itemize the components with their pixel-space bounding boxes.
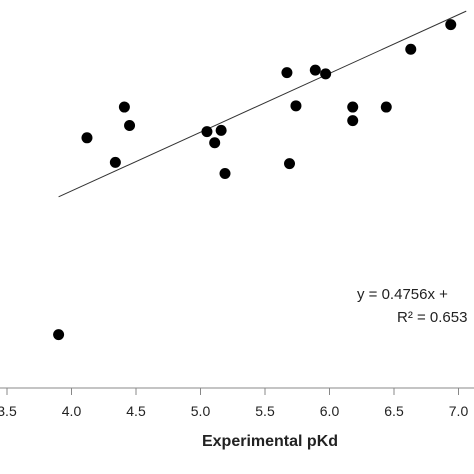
x-axis-title: Experimental pKd [202,433,338,450]
data-point [118,101,130,113]
data-point [109,156,121,168]
x-tick-label: 6.0 [320,403,340,419]
data-point [124,120,136,131]
data-point [405,43,417,55]
x-tick-label: 4.0 [62,403,82,419]
data-point [281,67,293,79]
x-tick-label: 3.5 [0,403,17,419]
data-point [215,124,227,136]
data-point [209,137,221,149]
data-point [347,115,359,127]
data-point [201,126,213,138]
data-point [290,100,302,112]
data-point [284,158,296,170]
data-point [309,64,321,76]
data-point [219,167,231,179]
trendline [58,10,467,198]
x-tick-label: 6.5 [384,403,404,419]
data-point [347,101,359,113]
x-axis-ticks [6,388,459,395]
data-point [445,19,457,31]
r-squared-label: R² = 0.653 [397,309,467,326]
x-tick-label: 7.0 [449,403,469,419]
data-point [53,329,65,341]
x-tick-label: 4.5 [126,403,146,419]
x-axis-tick-labels: 3.5 4.0 4.5 5.0 5.5 6.0 6.5 7.0 [0,403,468,419]
data-point [81,132,93,144]
data-points [53,19,457,341]
x-tick-label: 5.5 [255,403,275,419]
data-point [320,68,332,80]
x-tick-label: 5.0 [191,403,211,419]
trendline-equation: y = 0.4756x + [357,286,448,303]
data-point [380,101,392,113]
